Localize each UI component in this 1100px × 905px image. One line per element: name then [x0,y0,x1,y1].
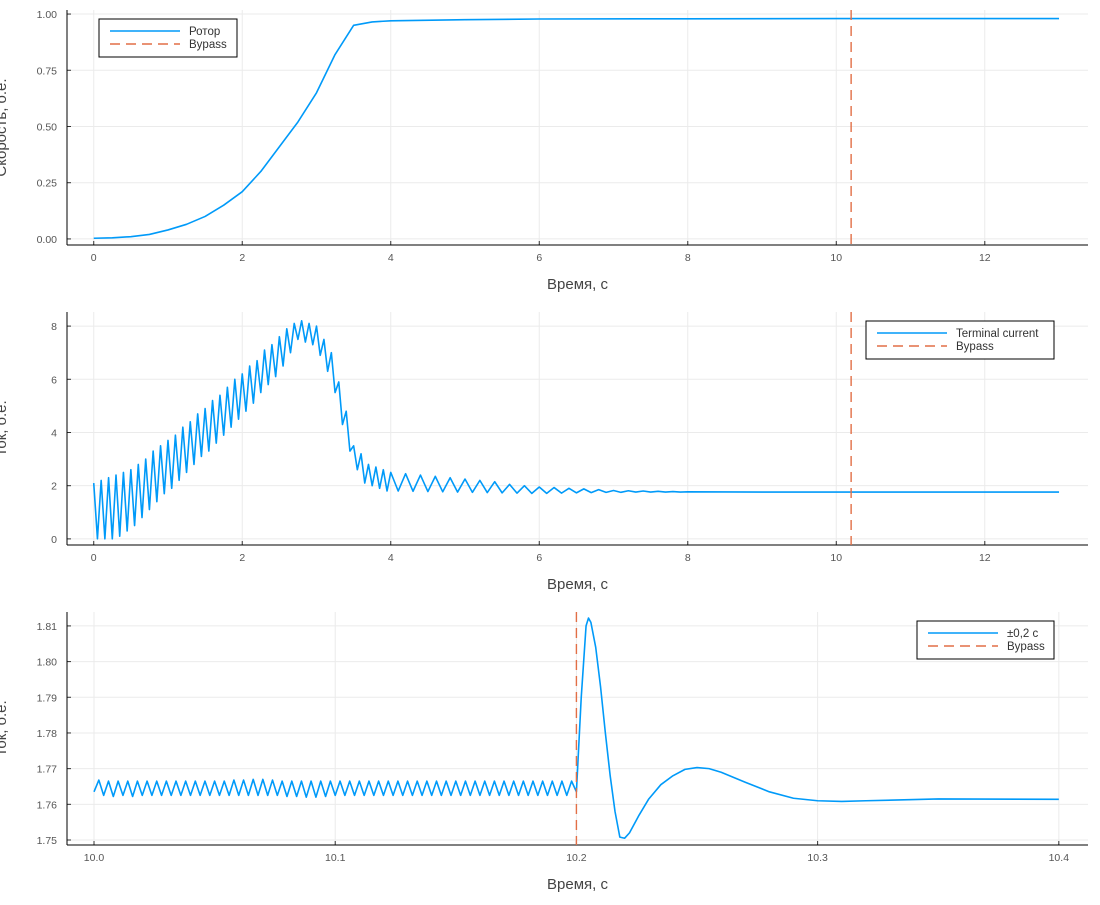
y-tick-label: 0.25 [37,178,58,190]
x-tick-label: 4 [388,252,394,264]
y-tick-label: 1.81 [37,621,58,633]
panel: 10.0 10.1 10.2 10.3 10.4 1.75 1.76 1.77 1.78 1.79… [0,612,1088,893]
x-tick-label: 10.1 [325,852,346,864]
data-line [93,17,1060,240]
legend-box [865,320,1055,360]
legend-box [98,18,238,58]
y-tick-label: 1.78 [37,728,58,740]
y-tick-label: 1.00 [37,9,58,21]
x-tick-label: 4 [388,552,394,564]
x-tick-label: 10.4 [1049,852,1070,864]
y-axis-label: Скорость, о.е. [0,78,10,176]
legend-label: Bypass [189,39,227,51]
y-tick-label: 4 [51,427,57,439]
x-tick-label: 10 [830,552,842,564]
legend-label: ±0,2 с [1007,628,1038,640]
x-tick-label: 10.2 [566,852,587,864]
y-tick-label: 1.75 [37,835,58,847]
x-tick-label: 10 [830,252,842,264]
y-tick-label: 1.79 [37,692,58,704]
legend-label: Ротор [189,26,220,38]
x-tick-label: 6 [536,552,542,564]
x-tick-label: 12 [979,252,991,264]
legend-label: Terminal current [956,328,1039,340]
x-axis-label: Время, с [547,576,608,593]
x-axis-label: Время, с [547,876,608,893]
x-tick-label: 2 [239,252,245,264]
y-tick-label: 0 [51,534,57,546]
x-tick-label: 2 [239,552,245,564]
y-tick-label: 0.00 [37,234,58,246]
x-axis-label: Время, с [547,276,608,293]
legend-label: Bypass [956,341,994,353]
x-tick-label: 10.0 [84,852,105,864]
x-tick-label: 12 [979,552,991,564]
y-tick-label: 1.77 [37,764,58,776]
x-tick-label: 8 [685,252,691,264]
panel: 0 2 4 6 8 10 12 0 2 4 6 8 Время, с Ток, о.е. Terminal … [0,312,1088,593]
data-line [92,319,1060,540]
data-line [93,617,1059,840]
y-tick-label: 0.75 [37,65,58,77]
x-tick-label: 0 [91,252,97,264]
y-tick-label: 8 [51,321,57,333]
y-tick-label: 0.50 [37,121,58,133]
x-tick-label: 6 [536,252,542,264]
y-axis-label: Ток, о.е. [0,400,10,456]
y-tick-label: 1.80 [37,657,58,669]
panel: 0 2 4 6 8 10 12 0.00 0.25 0.50 0.75 1.00 Время, с Ско… [0,9,1088,293]
y-axis-label: Ток, о.е. [0,700,10,756]
x-tick-label: 10.3 [807,852,828,864]
y-tick-label: 2 [51,481,57,493]
y-tick-label: 1.76 [37,799,58,811]
legend-box [916,620,1055,660]
y-tick-label: 6 [51,374,57,386]
x-tick-label: 0 [91,552,97,564]
x-tick-label: 8 [685,552,691,564]
legend-label: Bypass [1007,641,1045,653]
